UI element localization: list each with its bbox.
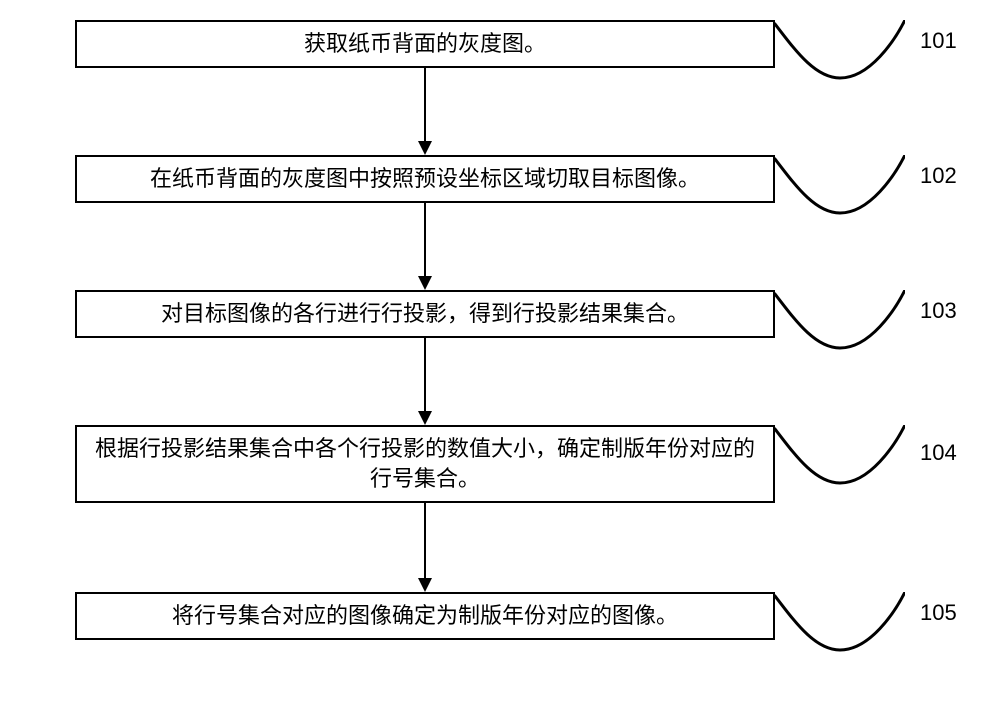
flow-node-1: 获取纸币背面的灰度图。 [75, 20, 775, 68]
flow-node-5: 将行号集合对应的图像确定为制版年份对应的图像。 [75, 592, 775, 640]
leadline-swoosh-2 [775, 155, 905, 215]
arrow-4-head-icon [418, 578, 432, 592]
flow-node-1-text: 获取纸币背面的灰度图。 [85, 29, 765, 59]
leadline-swoosh-5 [775, 592, 905, 652]
arrow-1-line [424, 68, 426, 141]
leadline-swoosh-4 [775, 425, 905, 485]
flow-node-3-text: 对目标图像的各行进行行投影，得到行投影结果集合。 [85, 299, 765, 329]
step-label-5: 105 [920, 600, 957, 626]
arrow-3-line [424, 338, 426, 411]
arrow-3-head-icon [418, 411, 432, 425]
flow-node-4: 根据行投影结果集合中各个行投影的数值大小，确定制版年份对应的行号集合。 [75, 425, 775, 503]
arrow-2-line [424, 203, 426, 276]
arrow-1-head-icon [418, 141, 432, 155]
step-label-2: 102 [920, 163, 957, 189]
flow-node-3: 对目标图像的各行进行行投影，得到行投影结果集合。 [75, 290, 775, 338]
arrow-4-line [424, 503, 426, 578]
arrow-2-head-icon [418, 276, 432, 290]
step-label-1: 101 [920, 28, 957, 54]
flow-node-2-text: 在纸币背面的灰度图中按照预设坐标区域切取目标图像。 [85, 164, 765, 194]
leadline-swoosh-1 [775, 20, 905, 80]
step-label-4: 104 [920, 440, 957, 466]
flow-node-4-text: 根据行投影结果集合中各个行投影的数值大小，确定制版年份对应的行号集合。 [85, 434, 765, 493]
flowchart-canvas: { "layout": { "canvas_width": 1000, "can… [0, 0, 1000, 710]
step-label-3: 103 [920, 298, 957, 324]
flow-node-2: 在纸币背面的灰度图中按照预设坐标区域切取目标图像。 [75, 155, 775, 203]
leadline-swoosh-3 [775, 290, 905, 350]
flow-node-5-text: 将行号集合对应的图像确定为制版年份对应的图像。 [85, 601, 765, 631]
